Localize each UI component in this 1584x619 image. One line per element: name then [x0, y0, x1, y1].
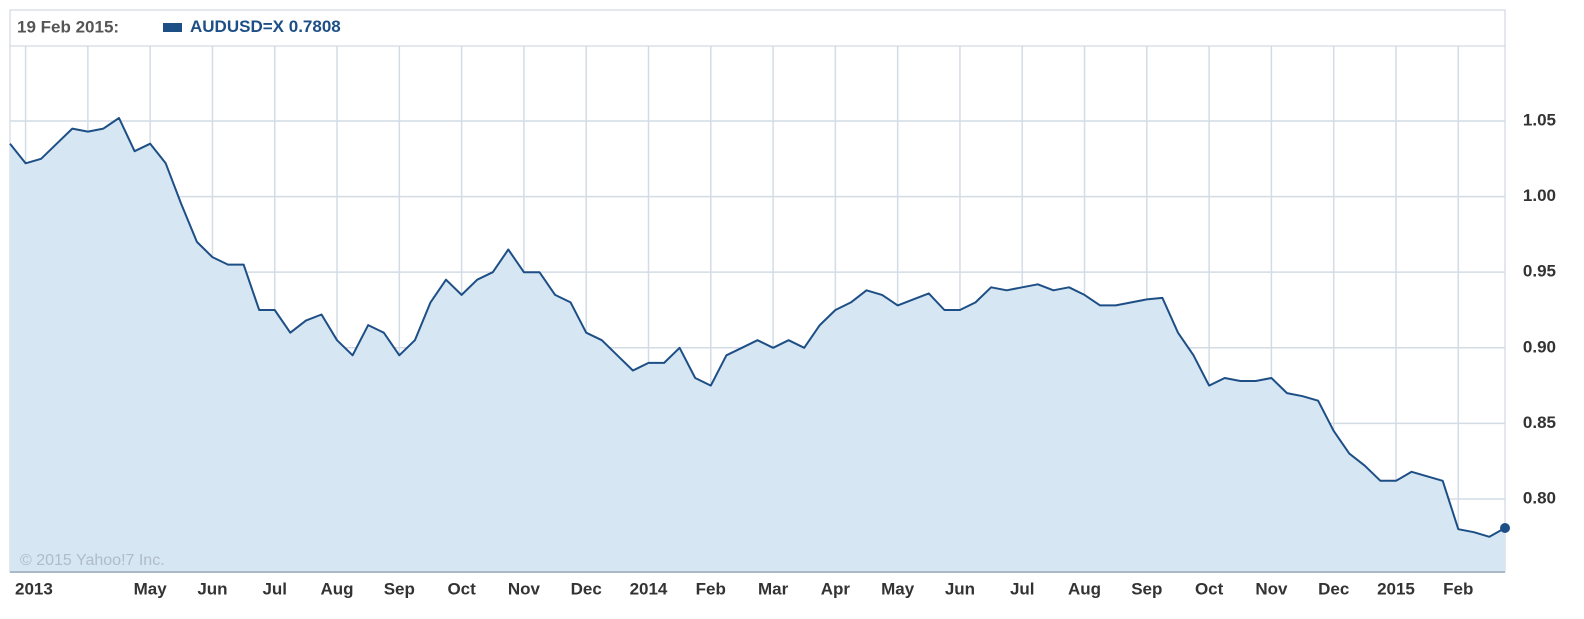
- area-fill: [10, 118, 1505, 572]
- x-tick-label: May: [134, 579, 168, 598]
- x-tick-label: Sep: [384, 579, 415, 598]
- header-date: 19 Feb 2015:: [17, 17, 119, 36]
- y-tick-label: 1.00: [1523, 186, 1556, 205]
- x-tick-label: 2015: [1377, 579, 1415, 598]
- header-box: [9, 9, 1506, 47]
- x-tick-label: Mar: [758, 579, 789, 598]
- x-tick-label: Aug: [1068, 579, 1101, 598]
- x-tick-label: Jul: [1010, 579, 1035, 598]
- x-tick-label: Nov: [1255, 579, 1288, 598]
- x-tick-label: Nov: [508, 579, 541, 598]
- x-tick-label: Dec: [1318, 579, 1349, 598]
- legend-name: AUDUSD=X: [190, 17, 285, 36]
- x-tick-label: May: [881, 579, 915, 598]
- x-tick-label: Jul: [262, 579, 287, 598]
- x-tick-label: Oct: [447, 579, 476, 598]
- legend-value: 0.7808: [289, 17, 341, 36]
- y-tick-label: 0.80: [1523, 488, 1556, 507]
- x-tick-label: Aug: [321, 579, 354, 598]
- legend-entry: AUDUSD=X 0.7808: [190, 17, 341, 36]
- x-tick-label: 2013: [15, 579, 53, 598]
- x-tick-label: Feb: [696, 579, 726, 598]
- x-tick-label: 2014: [630, 579, 668, 598]
- x-tick-label: Jun: [945, 579, 975, 598]
- y-tick-label: 0.90: [1523, 337, 1556, 356]
- x-tick-label: Oct: [1195, 579, 1224, 598]
- y-tick-label: 1.05: [1523, 110, 1556, 129]
- x-tick-label: Dec: [571, 579, 602, 598]
- x-tick-label: Jun: [197, 579, 227, 598]
- y-tick-label: 0.95: [1523, 262, 1556, 281]
- legend-swatch: [163, 23, 182, 32]
- y-tick-label: 0.85: [1523, 413, 1556, 432]
- credit: © 2015 Yahoo!7 Inc.: [20, 552, 165, 569]
- price-line: [9, 117, 1506, 538]
- x-tick-label: Feb: [1443, 579, 1473, 598]
- x-tick-label: Apr: [821, 579, 851, 598]
- last-point: [1500, 523, 1510, 534]
- x-tick-label: Sep: [1131, 579, 1162, 598]
